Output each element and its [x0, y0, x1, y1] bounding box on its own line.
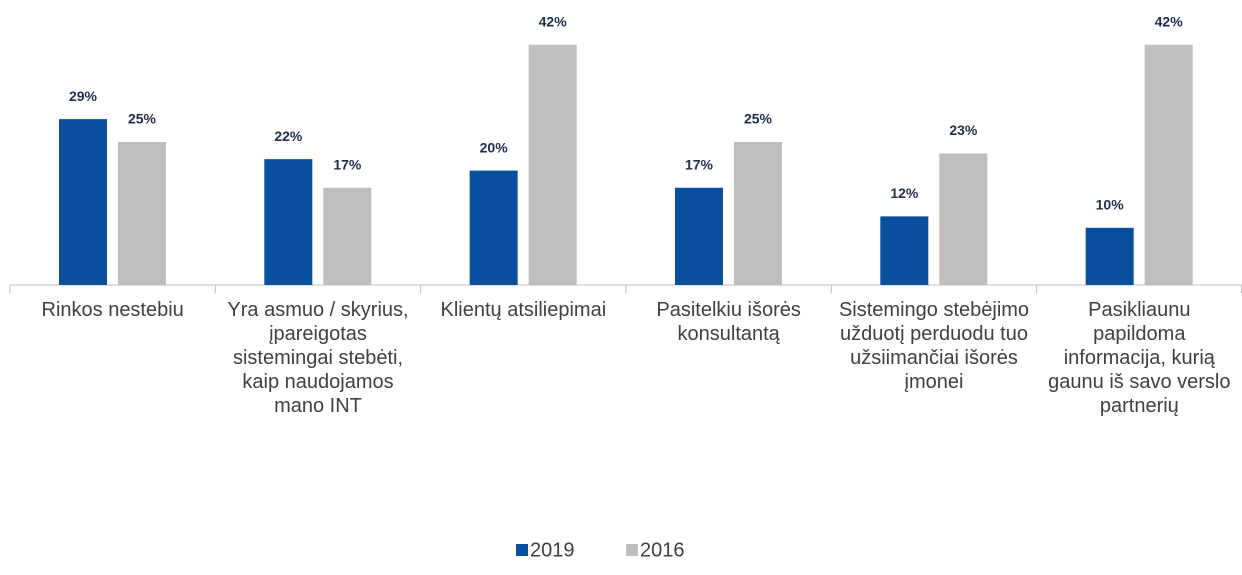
x-tick-label: Pasitelkiu išorės konsultantą [656, 299, 801, 345]
value-label: 20% [480, 139, 509, 155]
bar [675, 187, 723, 285]
value-label: 42% [1155, 13, 1184, 29]
value-label: 17% [685, 156, 714, 172]
value-label: 42% [539, 13, 568, 29]
x-tick-label: Sistemingo stebėjimo užduotį perduodu tu… [838, 299, 1030, 393]
bar [118, 142, 166, 285]
bar [1144, 44, 1193, 286]
legend-swatch [626, 544, 638, 556]
x-tick-label: Pasikliaunu papildoma informacija, kurią… [1048, 299, 1231, 417]
bar [880, 216, 929, 285]
value-label: 25% [128, 111, 157, 127]
x-tick-label: Klientų atsiliepimai [440, 299, 607, 321]
value-label: 23% [949, 122, 978, 138]
bar [323, 187, 372, 285]
bar [939, 153, 988, 285]
value-label: 22% [274, 128, 303, 144]
value-label: 17% [333, 156, 362, 172]
value-label: 10% [1096, 197, 1125, 213]
bar [734, 142, 782, 285]
bar [264, 159, 313, 285]
x-tick-label: Yra asmuo / skyrius, įpareigotas sistemi… [227, 299, 409, 417]
bar [469, 170, 518, 285]
value-label: 29% [69, 88, 98, 104]
legend-label: 2016 [640, 539, 685, 561]
value-label: 12% [890, 185, 919, 201]
value-label: 25% [744, 111, 773, 127]
bar [528, 44, 577, 286]
bar [59, 119, 107, 286]
legend-swatch [516, 544, 528, 556]
legend-label: 2019 [530, 539, 575, 561]
bar [1085, 227, 1134, 285]
x-tick-label: Rinkos nestebiu [41, 299, 184, 321]
